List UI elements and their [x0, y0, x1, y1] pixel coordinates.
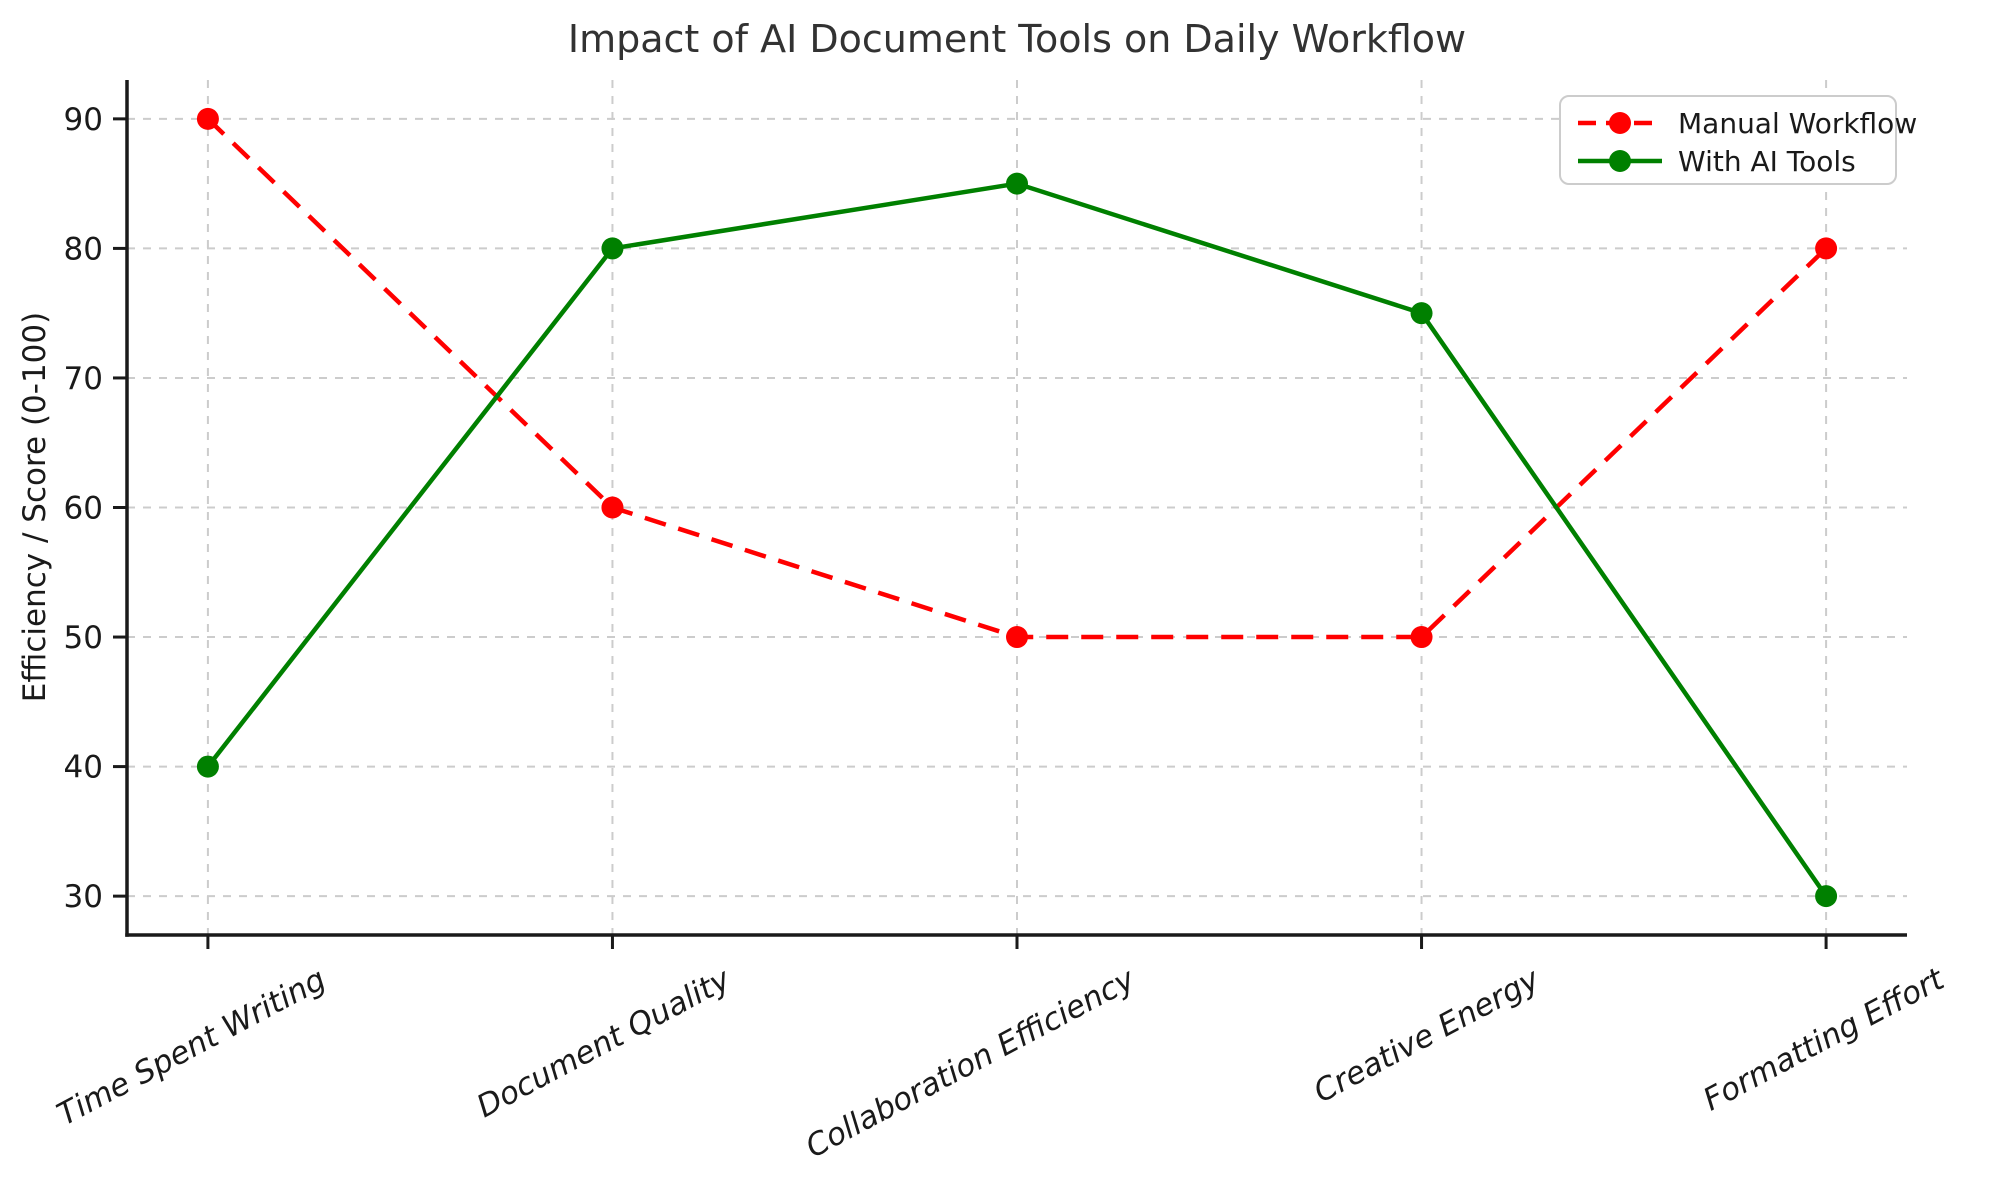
y-tick-label: 90 [64, 102, 103, 138]
series-marker-with-ai-tools [1006, 172, 1028, 195]
x-tick-label: Formatting Effort [1697, 960, 1951, 1118]
series-marker-with-ai-tools [196, 755, 219, 778]
y-axis-label: Efficiency / Score (0-100) [17, 312, 53, 702]
x-tick-label: Time Spent Writing [51, 961, 331, 1133]
series-marker-with-ai-tools [601, 237, 624, 260]
series-marker-with-ai-tools [1410, 302, 1433, 325]
legend-item-with-ai-tools: With AI Tools [1578, 145, 1856, 178]
x-tick-label: Document Quality [471, 961, 737, 1125]
y-tick-label: 40 [64, 750, 103, 786]
series-marker-manual-workflow [1815, 237, 1838, 260]
x-tick-label: Collaboration Efficiency [800, 961, 1141, 1165]
legend: Manual Workflow With AI Tools [1559, 95, 1917, 185]
series-marker-manual-workflow [196, 107, 219, 130]
legend-label-ai: With AI Tools [1678, 145, 1856, 178]
y-tick-label: 60 [64, 491, 103, 527]
legend-item-manual-workflow: Manual Workflow [1578, 107, 1917, 140]
tick-label-layer: 30 40 50 60 70 80 90 Time Spent Writing Document… [51, 102, 1951, 1165]
grid-layer [127, 80, 1907, 935]
y-tick-label: 80 [64, 231, 103, 267]
axes-layer [113, 80, 1907, 949]
series-marker-manual-workflow [1410, 626, 1433, 649]
y-tick-label: 50 [64, 620, 103, 656]
series-marker-with-ai-tools [1815, 885, 1838, 908]
series-layer [196, 107, 1838, 908]
y-tick-label: 30 [64, 879, 103, 915]
y-tick-label: 70 [64, 361, 103, 397]
series-marker-manual-workflow [1006, 626, 1028, 649]
x-tick-label: Creative Energy [1308, 961, 1546, 1110]
legend-marker-manual [1609, 112, 1631, 134]
legend-marker-ai [1609, 150, 1631, 172]
chart-title: Impact of AI Document Tools on Daily Wor… [568, 17, 1466, 61]
legend-label-manual: Manual Workflow [1678, 107, 1917, 140]
series-marker-manual-workflow [601, 496, 624, 519]
